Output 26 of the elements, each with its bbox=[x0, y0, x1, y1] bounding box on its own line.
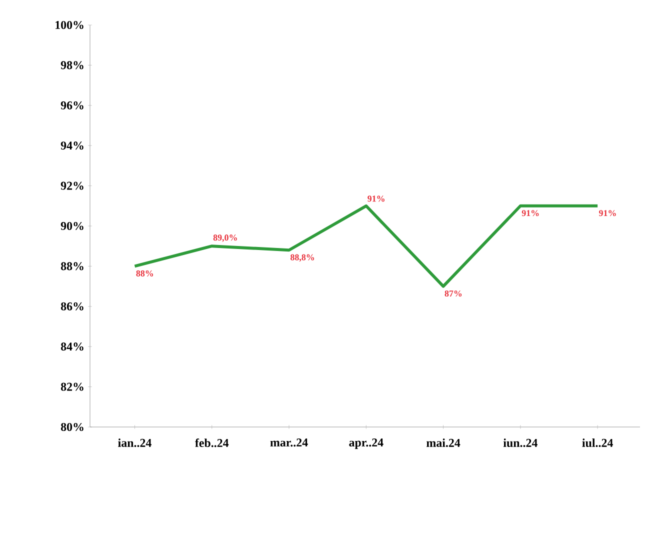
data-label: 91% bbox=[522, 210, 539, 216]
data-label: 88,8% bbox=[290, 254, 314, 262]
y-tick-label: 82% bbox=[60, 382, 84, 391]
y-tick-label: 86% bbox=[60, 302, 84, 310]
y-tick-label: 98% bbox=[60, 61, 84, 70]
x-tick-label: iun..24 bbox=[503, 438, 538, 447]
line-series bbox=[133, 204, 600, 288]
data-label: 91% bbox=[599, 210, 616, 216]
y-tick-label: 96% bbox=[60, 101, 84, 110]
data-label: 87% bbox=[444, 290, 462, 297]
x-tick-label: feb..24 bbox=[195, 438, 229, 448]
data-label: 88% bbox=[136, 270, 154, 276]
y-tick-label: 88% bbox=[60, 262, 84, 270]
y-tick-label: 84% bbox=[60, 342, 84, 351]
y-tick-label: 100% bbox=[56, 20, 84, 30]
x-tick-label: iul..24 bbox=[582, 438, 613, 447]
y-tick-label: 94% bbox=[60, 142, 84, 150]
x-tick-label: mar..24 bbox=[270, 438, 308, 447]
y-tick-label: 92% bbox=[60, 182, 84, 190]
x-tick-label: ian..24 bbox=[118, 438, 152, 447]
x-tick-label: mai.24 bbox=[426, 438, 460, 447]
data-label: 89,0% bbox=[213, 234, 237, 242]
y-tick-label: 90% bbox=[60, 222, 84, 230]
y-tick-label: 80% bbox=[60, 422, 84, 432]
data-label: 91% bbox=[368, 196, 384, 202]
x-tick-label: apr..24 bbox=[349, 438, 384, 449]
